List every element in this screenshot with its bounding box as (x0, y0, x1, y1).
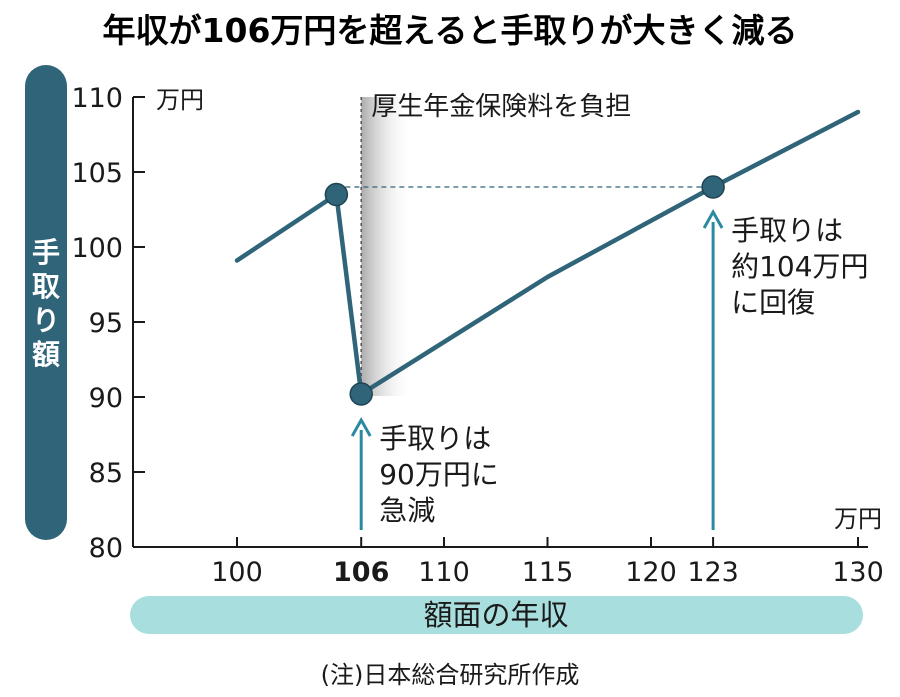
x-tick-label: 130 (832, 557, 884, 588)
series-line (234, 109, 861, 397)
annotation-text: 90万円に (379, 458, 499, 491)
y-tick-label: 105 (71, 158, 123, 189)
y-tick-label: 80 (89, 533, 123, 564)
y-tick-label: 95 (89, 308, 123, 339)
shaded-region (361, 97, 413, 396)
data-point-marker (701, 175, 725, 199)
y-axis-label-char: 取 (32, 270, 60, 303)
y-tick-label: 85 (89, 458, 123, 489)
x-tick-label: 106 (333, 557, 389, 588)
x-tick-label: 115 (522, 557, 574, 588)
shaded-region-label: 厚生年金保険料を負担 (371, 92, 631, 122)
y-tick-label: 100 (71, 233, 123, 264)
annotation-text: 手取りは (731, 214, 843, 247)
annotation-text: 急減 (379, 494, 435, 527)
data-point-marker (349, 382, 373, 406)
y-ticks: 110 105 100 95 90 85 80 (71, 83, 145, 564)
y-axis-label-char: 手 (32, 236, 60, 269)
series-group (234, 109, 861, 397)
chart-title: 年収が106万円を超えると手取りが大きく減る (103, 11, 798, 50)
markers-group (324, 175, 725, 406)
y-tick-label: 90 (89, 383, 123, 414)
y-axis-label-bg (25, 65, 67, 540)
x-tick-label: 100 (211, 557, 263, 588)
y-axis-unit: 万円 (156, 86, 204, 114)
x-ticks: 100 106 110 115 120 123 130 (211, 537, 884, 588)
x-axis-label: 額面の年収 (423, 598, 568, 632)
annotation-arrow-head (350, 416, 372, 437)
y-axis-label-char: 額 (32, 338, 60, 371)
annotation-arrow-head (702, 208, 724, 229)
annotation-text: 手取りは (379, 422, 491, 455)
annotation-text: に回復 (731, 286, 815, 319)
x-tick-label: 110 (418, 557, 470, 588)
annotation-text: 約104万円 (731, 250, 868, 283)
data-point-marker (324, 182, 349, 207)
y-tick-label: 110 (71, 83, 123, 114)
source-note: (注)日本総合研究所作成 (321, 661, 580, 689)
x-axis-label-bg (130, 596, 863, 634)
x-axis-unit: 万円 (834, 505, 882, 533)
y-axis-label-char: り (32, 304, 60, 337)
x-tick-label: 120 (625, 557, 677, 588)
x-tick-label: 123 (687, 557, 739, 588)
